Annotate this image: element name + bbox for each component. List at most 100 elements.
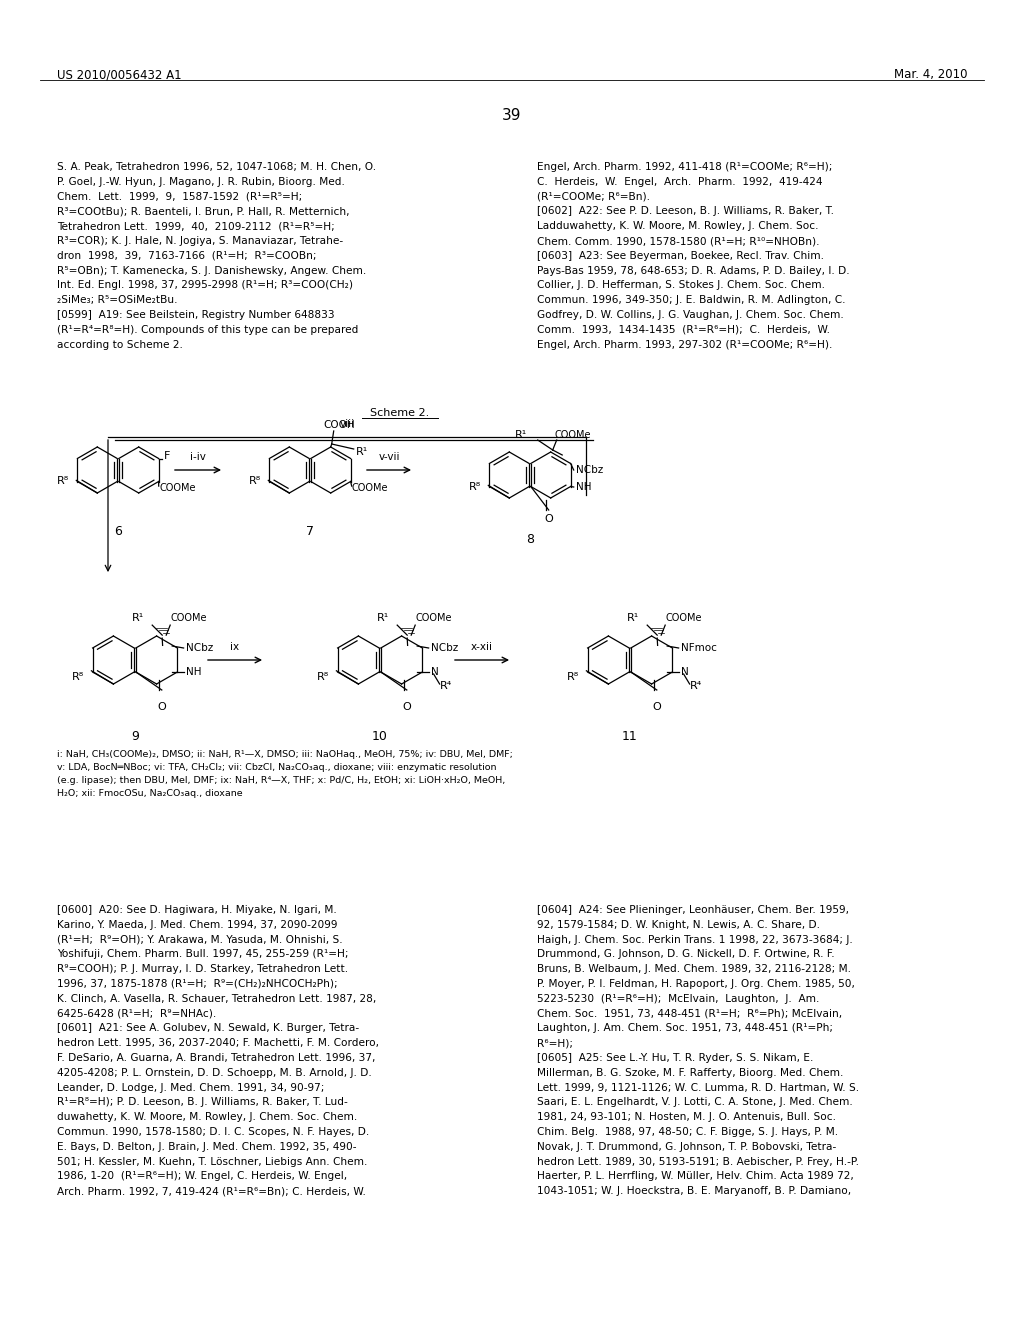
Text: (e.g. lipase); then DBU, Mel, DMF; ix: NaH, R⁴—X, THF; x: Pd/C, H₂, EtOH; xi: Li: (e.g. lipase); then DBU, Mel, DMF; ix: N…: [57, 776, 505, 785]
Text: COOH: COOH: [324, 420, 355, 430]
Text: 5223-5230  (R¹=R⁶=H);  McElvain,  Laughton,  J.  Am.: 5223-5230 (R¹=R⁶=H); McElvain, Laughton,…: [537, 994, 819, 1003]
Text: Chem. Soc.  1951, 73, 448-451 (R¹=H;  R⁶=Ph); McElvain,: Chem. Soc. 1951, 73, 448-451 (R¹=H; R⁶=P…: [537, 1008, 842, 1019]
Text: ix: ix: [230, 642, 240, 652]
Text: 9: 9: [131, 730, 139, 743]
Text: Arch. Pharm. 1992, 7, 419-424 (R¹=R⁶=Bn); C. Herdeis, W.: Arch. Pharm. 1992, 7, 419-424 (R¹=R⁶=Bn)…: [57, 1187, 366, 1196]
Text: R³=COOtBu); R. Baenteli, I. Brun, P. Hall, R. Metternich,: R³=COOtBu); R. Baenteli, I. Brun, P. Hal…: [57, 206, 349, 216]
Text: R⁴: R⁴: [689, 681, 701, 690]
Text: NH: NH: [185, 667, 201, 677]
Text: Haerter, P. L. Herrfling, W. Müller, Helv. Chim. Acta 1989 72,: Haerter, P. L. Herrfling, W. Müller, Hel…: [537, 1171, 854, 1181]
Text: ₂SiMe₃; R⁵=OSiMe₂tBu.: ₂SiMe₃; R⁵=OSiMe₂tBu.: [57, 296, 177, 305]
Text: R¹: R¹: [377, 612, 389, 623]
Text: Lett. 1999, 9, 1121-1126; W. C. Lumma, R. D. Hartman, W. S.: Lett. 1999, 9, 1121-1126; W. C. Lumma, R…: [537, 1082, 859, 1093]
Text: R⁹=COOH); P. J. Murray, I. D. Starkey, Tetrahedron Lett.: R⁹=COOH); P. J. Murray, I. D. Starkey, T…: [57, 964, 348, 974]
Text: 1986, 1-20  (R¹=R⁶=H); W. Engel, C. Herdeis, W. Engel,: 1986, 1-20 (R¹=R⁶=H); W. Engel, C. Herde…: [57, 1171, 347, 1181]
Text: O: O: [545, 513, 553, 524]
Text: R⁵=OBn); T. Kamenecka, S. J. Danishewsky, Angew. Chem.: R⁵=OBn); T. Kamenecka, S. J. Danishewsky…: [57, 265, 367, 276]
Text: Chem.  Lett.  1999,  9,  1587-1592  (R¹=R⁵=H;: Chem. Lett. 1999, 9, 1587-1592 (R¹=R⁵=H;: [57, 191, 302, 202]
Text: Karino, Y. Maeda, J. Med. Chem. 1994, 37, 2090-2099: Karino, Y. Maeda, J. Med. Chem. 1994, 37…: [57, 920, 338, 929]
Text: S. A. Peak, Tetrahedron 1996, 52, 1047-1068; M. H. Chen, O.: S. A. Peak, Tetrahedron 1996, 52, 1047-1…: [57, 162, 376, 172]
Text: R⁴: R⁴: [439, 681, 452, 690]
Text: Collier, J. D. Hefferman, S. Stokes J. Chem. Soc. Chem.: Collier, J. D. Hefferman, S. Stokes J. C…: [537, 280, 825, 290]
Text: P. Moyer, P. I. Feldman, H. Rapoport, J. Org. Chem. 1985, 50,: P. Moyer, P. I. Feldman, H. Rapoport, J.…: [537, 979, 855, 989]
Text: 92, 1579-1584; D. W. Knight, N. Lewis, A. C. Share, D.: 92, 1579-1584; D. W. Knight, N. Lewis, A…: [537, 920, 820, 929]
Text: O: O: [158, 702, 166, 711]
Text: [0601]  A21: See A. Golubev, N. Sewald, K. Burger, Tetra-: [0601] A21: See A. Golubev, N. Sewald, K…: [57, 1023, 359, 1034]
Text: Commun. 1990, 1578-1580; D. I. C. Scopes, N. F. Hayes, D.: Commun. 1990, 1578-1580; D. I. C. Scopes…: [57, 1127, 370, 1137]
Text: NH: NH: [575, 482, 591, 492]
Text: R⁸: R⁸: [317, 672, 330, 682]
Text: Ladduwahetty, K. W. Moore, M. Rowley, J. Chem. Soc.: Ladduwahetty, K. W. Moore, M. Rowley, J.…: [537, 222, 818, 231]
Text: Novak, J. T. Drummond, G. Johnson, T. P. Bobovski, Tetra-: Novak, J. T. Drummond, G. Johnson, T. P.…: [537, 1142, 837, 1152]
Text: R¹: R¹: [355, 447, 368, 457]
Text: 4205-4208; P. L. Ornstein, D. D. Schoepp, M. B. Arnold, J. D.: 4205-4208; P. L. Ornstein, D. D. Schoepp…: [57, 1068, 372, 1078]
Text: NFmoc: NFmoc: [681, 643, 717, 653]
Text: R¹: R¹: [132, 612, 144, 623]
Text: Int. Ed. Engl. 1998, 37, 2995-2998 (R¹=H; R³=COO(CH₂): Int. Ed. Engl. 1998, 37, 2995-2998 (R¹=H…: [57, 280, 353, 290]
Text: [0603]  A23: See Beyerman, Boekee, Recl. Trav. Chim.: [0603] A23: See Beyerman, Boekee, Recl. …: [537, 251, 824, 261]
Text: R¹=R⁸=H); P. D. Leeson, B. J. Williams, R. Baker, T. Lud-: R¹=R⁸=H); P. D. Leeson, B. J. Williams, …: [57, 1097, 348, 1107]
Text: 6: 6: [114, 525, 122, 539]
Text: Haigh, J. Chem. Soc. Perkin Trans. 1 1998, 22, 3673-3684; J.: Haigh, J. Chem. Soc. Perkin Trans. 1 199…: [537, 935, 853, 945]
Text: duwahetty, K. W. Moore, M. Rowley, J. Chem. Soc. Chem.: duwahetty, K. W. Moore, M. Rowley, J. Ch…: [57, 1113, 357, 1122]
Text: Saari, E. L. Engelhardt, V. J. Lotti, C. A. Stone, J. Med. Chem.: Saari, E. L. Engelhardt, V. J. Lotti, C.…: [537, 1097, 853, 1107]
Text: [0604]  A24: See Plieninger, Leonhäuser, Chem. Ber. 1959,: [0604] A24: See Plieninger, Leonhäuser, …: [537, 906, 849, 915]
Text: US 2010/0056432 A1: US 2010/0056432 A1: [57, 69, 181, 81]
Text: NCbz: NCbz: [185, 643, 213, 653]
Text: H₂O; xii: FmocOSu, Na₂CO₃aq., dioxane: H₂O; xii: FmocOSu, Na₂CO₃aq., dioxane: [57, 789, 243, 799]
Text: COOMe: COOMe: [555, 430, 591, 440]
Text: N: N: [431, 667, 438, 677]
Text: Bruns, B. Welbaum, J. Med. Chem. 1989, 32, 2116-2128; M.: Bruns, B. Welbaum, J. Med. Chem. 1989, 3…: [537, 964, 851, 974]
Text: NCbz: NCbz: [575, 465, 603, 475]
Text: R¹: R¹: [627, 612, 639, 623]
Text: i: NaH, CH₃(COOMe)₂, DMSO; ii: NaH, R¹—X, DMSO; iii: NaOHaq., MeOH, 75%; iv: DBU: i: NaH, CH₃(COOMe)₂, DMSO; ii: NaH, R¹—X…: [57, 750, 513, 759]
Text: x-xii: x-xii: [471, 642, 493, 652]
Text: [0599]  A19: See Beilstein, Registry Number 648833: [0599] A19: See Beilstein, Registry Numb…: [57, 310, 335, 319]
Text: R⁸: R⁸: [567, 672, 580, 682]
Text: O: O: [402, 702, 412, 711]
Text: 8: 8: [526, 533, 534, 546]
Text: NCbz: NCbz: [431, 643, 458, 653]
Text: 501; H. Kessler, M. Kuehn, T. Löschner, Liebigs Ann. Chem.: 501; H. Kessler, M. Kuehn, T. Löschner, …: [57, 1156, 368, 1167]
Text: viii: viii: [339, 418, 354, 429]
Text: Engel, Arch. Pharm. 1992, 411-418 (R¹=COOMe; R⁶=H);: Engel, Arch. Pharm. 1992, 411-418 (R¹=CO…: [537, 162, 833, 172]
Text: COOMe: COOMe: [160, 483, 197, 494]
Text: K. Clinch, A. Vasella, R. Schauer, Tetrahedron Lett. 1987, 28,: K. Clinch, A. Vasella, R. Schauer, Tetra…: [57, 994, 376, 1003]
Text: (R¹=COOMe; R⁶=Bn).: (R¹=COOMe; R⁶=Bn).: [537, 191, 650, 202]
Text: C.  Herdeis,  W.  Engel,  Arch.  Pharm.  1992,  419-424: C. Herdeis, W. Engel, Arch. Pharm. 1992,…: [537, 177, 822, 187]
Text: R⁸: R⁸: [57, 477, 70, 487]
Text: COOMe: COOMe: [415, 612, 452, 623]
Text: E. Bays, D. Belton, J. Brain, J. Med. Chem. 1992, 35, 490-: E. Bays, D. Belton, J. Brain, J. Med. Ch…: [57, 1142, 356, 1152]
Text: hedron Lett. 1995, 36, 2037-2040; F. Machetti, F. M. Cordero,: hedron Lett. 1995, 36, 2037-2040; F. Mac…: [57, 1039, 379, 1048]
Text: Chem. Comm. 1990, 1578-1580 (R¹=H; R¹⁰=NHOBn).: Chem. Comm. 1990, 1578-1580 (R¹=H; R¹⁰=N…: [537, 236, 819, 246]
Text: v: LDA, BocN═NBoc; vi: TFA, CH₂Cl₂; vii: CbzCl, Na₂CO₃aq., dioxane; viii: enzyma: v: LDA, BocN═NBoc; vi: TFA, CH₂Cl₂; vii:…: [57, 763, 497, 772]
Text: Mar. 4, 2010: Mar. 4, 2010: [894, 69, 967, 81]
Text: Millerman, B. G. Szoke, M. F. Rafferty, Bioorg. Med. Chem.: Millerman, B. G. Szoke, M. F. Rafferty, …: [537, 1068, 844, 1078]
Text: Drummond, G. Johnson, D. G. Nickell, D. F. Ortwine, R. F.: Drummond, G. Johnson, D. G. Nickell, D. …: [537, 949, 835, 960]
Text: R⁸: R⁸: [249, 477, 261, 487]
Text: P. Goel, J.-W. Hyun, J. Magano, J. R. Rubin, Bioorg. Med.: P. Goel, J.-W. Hyun, J. Magano, J. R. Ru…: [57, 177, 345, 187]
Text: R¹: R¹: [514, 430, 526, 440]
Text: F: F: [164, 451, 170, 461]
Text: Tetrahedron Lett.  1999,  40,  2109-2112  (R¹=R⁵=H;: Tetrahedron Lett. 1999, 40, 2109-2112 (R…: [57, 222, 335, 231]
Text: Yoshifuji, Chem. Pharm. Bull. 1997, 45, 255-259 (R¹=H;: Yoshifuji, Chem. Pharm. Bull. 1997, 45, …: [57, 949, 348, 960]
Text: 6425-6428 (R¹=H;  R⁹=NHAc).: 6425-6428 (R¹=H; R⁹=NHAc).: [57, 1008, 216, 1019]
Text: 11: 11: [623, 730, 638, 743]
Text: COOMe: COOMe: [170, 612, 207, 623]
Text: dron  1998,  39,  7163-7166  (R¹=H;  R³=COOBn;: dron 1998, 39, 7163-7166 (R¹=H; R³=COOBn…: [57, 251, 316, 261]
Text: [0602]  A22: See P. D. Leeson, B. J. Williams, R. Baker, T.: [0602] A22: See P. D. Leeson, B. J. Will…: [537, 206, 834, 216]
Text: Leander, D. Lodge, J. Med. Chem. 1991, 34, 90-97;: Leander, D. Lodge, J. Med. Chem. 1991, 3…: [57, 1082, 325, 1093]
Text: R⁶=H);: R⁶=H);: [537, 1039, 573, 1048]
Text: R⁸: R⁸: [73, 672, 84, 682]
Text: Chim. Belg.  1988, 97, 48-50; C. F. Bigge, S. J. Hays, P. M.: Chim. Belg. 1988, 97, 48-50; C. F. Bigge…: [537, 1127, 838, 1137]
Text: 39: 39: [502, 108, 522, 123]
Text: Laughton, J. Am. Chem. Soc. 1951, 73, 448-451 (R¹=Ph;: Laughton, J. Am. Chem. Soc. 1951, 73, 44…: [537, 1023, 833, 1034]
Text: COOMe: COOMe: [351, 483, 388, 494]
Text: R⁸: R⁸: [469, 482, 481, 491]
Text: hedron Lett. 1989, 30, 5193-5191; B. Aebischer, P. Frey, H.-P.: hedron Lett. 1989, 30, 5193-5191; B. Aeb…: [537, 1156, 859, 1167]
Text: 1996, 37, 1875-1878 (R¹=H;  R⁹=(CH₂)₂NHCOCH₂Ph);: 1996, 37, 1875-1878 (R¹=H; R⁹=(CH₂)₂NHCO…: [57, 979, 338, 989]
Text: 7: 7: [306, 525, 314, 539]
Text: Godfrey, D. W. Collins, J. G. Vaughan, J. Chem. Soc. Chem.: Godfrey, D. W. Collins, J. G. Vaughan, J…: [537, 310, 844, 319]
Text: 1981, 24, 93-101; N. Hosten, M. J. O. Antenuis, Bull. Soc.: 1981, 24, 93-101; N. Hosten, M. J. O. An…: [537, 1113, 836, 1122]
Text: R³=COR); K. J. Hale, N. Jogiya, S. Manaviazar, Tetrahe-: R³=COR); K. J. Hale, N. Jogiya, S. Manav…: [57, 236, 343, 246]
